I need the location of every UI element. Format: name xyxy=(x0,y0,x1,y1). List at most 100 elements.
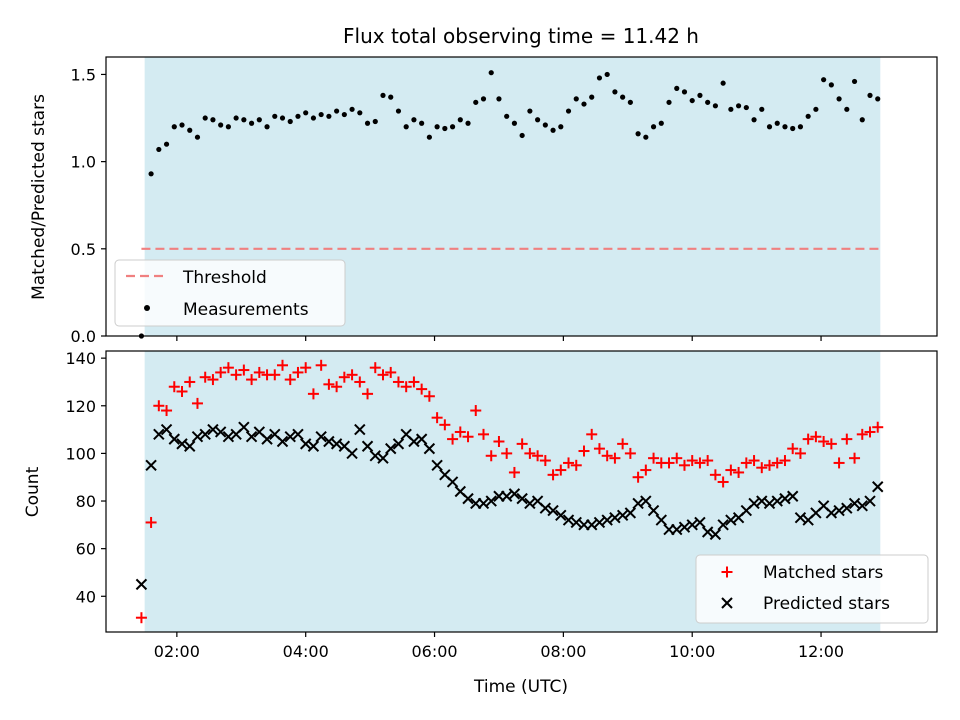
matched-star-point xyxy=(702,455,714,467)
matched-star-point xyxy=(145,516,157,528)
measurement-point xyxy=(643,134,649,140)
predicted-star-point xyxy=(408,435,420,448)
predicted-star-point xyxy=(748,497,760,510)
measurement-point xyxy=(766,124,773,130)
measurements-legend-label: Measurements xyxy=(183,300,309,320)
predicted-star-point xyxy=(624,507,637,519)
predicted-star-point xyxy=(145,459,157,472)
bottom-axes-frame xyxy=(105,350,938,633)
measurement-point xyxy=(550,127,556,133)
matched-star-point xyxy=(462,431,474,443)
measurement-point xyxy=(179,122,185,128)
matched-star-point xyxy=(207,374,219,386)
measurement-point xyxy=(248,120,255,126)
predicted-star-point xyxy=(833,504,845,517)
matched-star-point xyxy=(292,366,304,378)
predicted-star-point xyxy=(168,433,180,445)
matched-star-point xyxy=(740,457,752,469)
matched-star-point xyxy=(439,419,451,431)
predicted-star-point xyxy=(794,511,807,524)
predicted-star-point xyxy=(601,514,613,526)
predicted-star-point xyxy=(315,431,327,443)
measurement-point xyxy=(480,96,487,102)
predicted-star-point xyxy=(284,431,296,443)
predicted-star-point xyxy=(323,435,335,448)
predicted-star-point xyxy=(547,504,559,517)
matched-star-point xyxy=(323,378,335,390)
matched-star-point xyxy=(694,457,706,469)
matched-star-point xyxy=(524,447,536,459)
measurement-point xyxy=(565,108,572,114)
predicted-star-point xyxy=(856,500,868,512)
matched-star-point xyxy=(787,443,799,455)
measurement-point xyxy=(287,118,293,125)
predicted-star-point xyxy=(709,528,722,541)
measurement-point xyxy=(233,115,239,121)
predicted-star-point xyxy=(678,521,691,533)
predicted-star-point xyxy=(717,519,729,531)
predicted-star-point xyxy=(392,438,405,450)
bottom-markers-matched xyxy=(135,359,884,624)
predicted-star-point xyxy=(841,502,853,514)
measurement-point xyxy=(194,134,201,140)
y-tick-label: 120 xyxy=(65,397,96,416)
measurement-point xyxy=(589,94,595,100)
matched-star-point xyxy=(215,366,227,378)
measurement-point xyxy=(635,131,641,137)
predicted-star-point xyxy=(299,438,312,450)
matched-star-point xyxy=(199,371,211,383)
matched-star-point xyxy=(617,438,629,450)
measurement-point xyxy=(341,111,347,118)
top-x-ticks xyxy=(176,336,822,341)
predicted-star-point xyxy=(330,438,343,450)
measurement-point xyxy=(403,124,409,130)
measurement-point xyxy=(303,110,309,116)
measurement-point xyxy=(650,124,657,130)
matched-star-point xyxy=(470,405,482,417)
predicted-star-point xyxy=(616,509,629,522)
measurement-point xyxy=(535,117,541,123)
matched-star-point xyxy=(153,400,165,412)
y-tick-label: 60 xyxy=(76,540,96,559)
matched-star-point xyxy=(570,459,582,471)
matched-star-point xyxy=(648,452,660,464)
matched-star-point xyxy=(369,362,381,374)
matched-star-point xyxy=(563,457,575,469)
measurement-point xyxy=(836,96,842,102)
bottom-markers-predicted xyxy=(135,421,884,591)
measurement-point xyxy=(426,134,432,140)
matched-star-point xyxy=(779,455,791,467)
matched-star-point xyxy=(447,433,459,445)
measurement-point xyxy=(821,77,827,83)
predicted-star-point xyxy=(485,495,497,507)
measurement-point xyxy=(241,117,247,123)
predicted-star-point xyxy=(369,450,381,462)
measurement-point xyxy=(658,120,664,126)
measurement-point xyxy=(596,75,603,81)
matched-star-point xyxy=(176,385,188,397)
predicted-star-point xyxy=(516,492,528,505)
x-tick-label: 12:00 xyxy=(798,642,844,661)
measurement-point xyxy=(519,132,525,139)
predicted-legend-swatch xyxy=(721,597,733,609)
measurement-point xyxy=(488,70,494,76)
x-axis-label: Time (UTC) xyxy=(473,677,568,697)
matched-star-point xyxy=(872,421,884,433)
measurement-point xyxy=(279,115,286,121)
measurement-point xyxy=(743,104,749,111)
predicted-star-point xyxy=(825,507,838,519)
measurement-point xyxy=(148,171,154,177)
x-tick-label: 10:00 xyxy=(669,642,715,661)
predicted-star-point xyxy=(261,433,273,445)
matched-star-point xyxy=(246,374,258,386)
matched-star-point xyxy=(678,459,690,471)
top-legend: Threshold Measurements xyxy=(114,259,346,327)
measurement-point xyxy=(851,78,858,85)
measurement-point xyxy=(620,94,626,100)
predicted-star-point xyxy=(539,502,552,514)
matched-star-point xyxy=(315,359,327,371)
matched-star-point xyxy=(423,390,435,402)
measurement-point xyxy=(225,124,231,130)
matched-star-point xyxy=(709,469,721,481)
matched-star-point xyxy=(277,359,289,371)
